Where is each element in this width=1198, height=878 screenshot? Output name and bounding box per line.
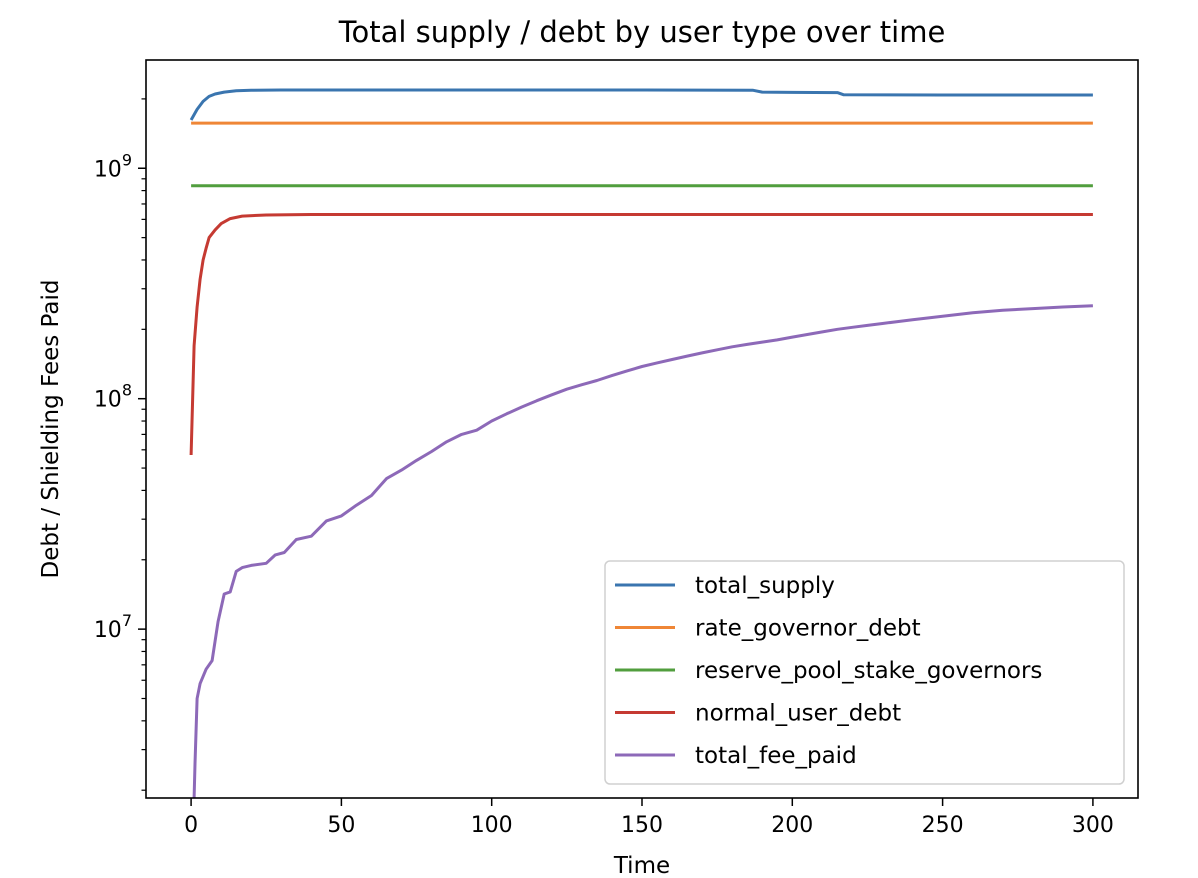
x-tick-label: 200: [771, 813, 813, 838]
chart-title: Total supply / debt by user type over ti…: [338, 15, 946, 49]
plot-lines: [189, 88, 1093, 799]
legend-label-total_fee_paid: total_fee_paid: [695, 743, 857, 769]
y-axis-label: Debt / Shielding Fees Paid: [38, 280, 64, 579]
legend-label-normal_user_debt: normal_user_debt: [695, 701, 901, 727]
y-tick-label: 109: [94, 150, 132, 182]
legend-label-rate_governor_debt: rate_governor_debt: [695, 616, 921, 642]
legend: total_supply rate_governor_debt reserve_po…: [604, 560, 1125, 785]
x-axis-label: Time: [613, 853, 670, 878]
series-line-total_fee_paid: [192, 304, 1093, 799]
x-tick-label: 150: [621, 813, 663, 838]
legend-label-reserve_pool_stake_governors: reserve_pool_stake_governors: [695, 658, 1042, 684]
x-tick-label: 250: [922, 813, 964, 838]
x-ticks: 0 50 100 150 200 250 300: [184, 798, 1114, 838]
series-line-normal_user_debt: [189, 213, 1093, 456]
series-line-total_supply: [189, 88, 1093, 121]
x-tick-label: 100: [471, 813, 513, 838]
plot-frame: [145, 59, 1139, 799]
legend-box: [604, 560, 1125, 785]
x-tick-label: 50: [327, 813, 355, 838]
x-tick-label: 0: [184, 813, 198, 838]
y-tick-label: 107: [94, 611, 132, 643]
y-ticks: 107 108 109: [94, 150, 146, 643]
y-tick-label: 108: [94, 381, 132, 413]
x-tick-label: 300: [1072, 813, 1114, 838]
legend-label-total_supply: total_supply: [695, 573, 835, 599]
